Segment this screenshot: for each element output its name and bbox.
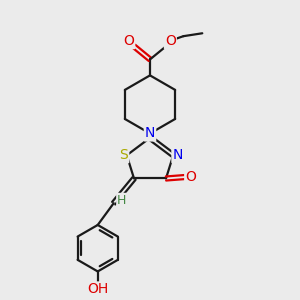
Text: OH: OH xyxy=(87,282,108,296)
Text: N: N xyxy=(172,148,183,162)
Text: O: O xyxy=(185,170,196,184)
Text: S: S xyxy=(119,148,128,162)
Text: O: O xyxy=(123,34,134,48)
Text: O: O xyxy=(165,34,176,48)
Text: H: H xyxy=(117,194,127,207)
Text: N: N xyxy=(145,127,155,140)
